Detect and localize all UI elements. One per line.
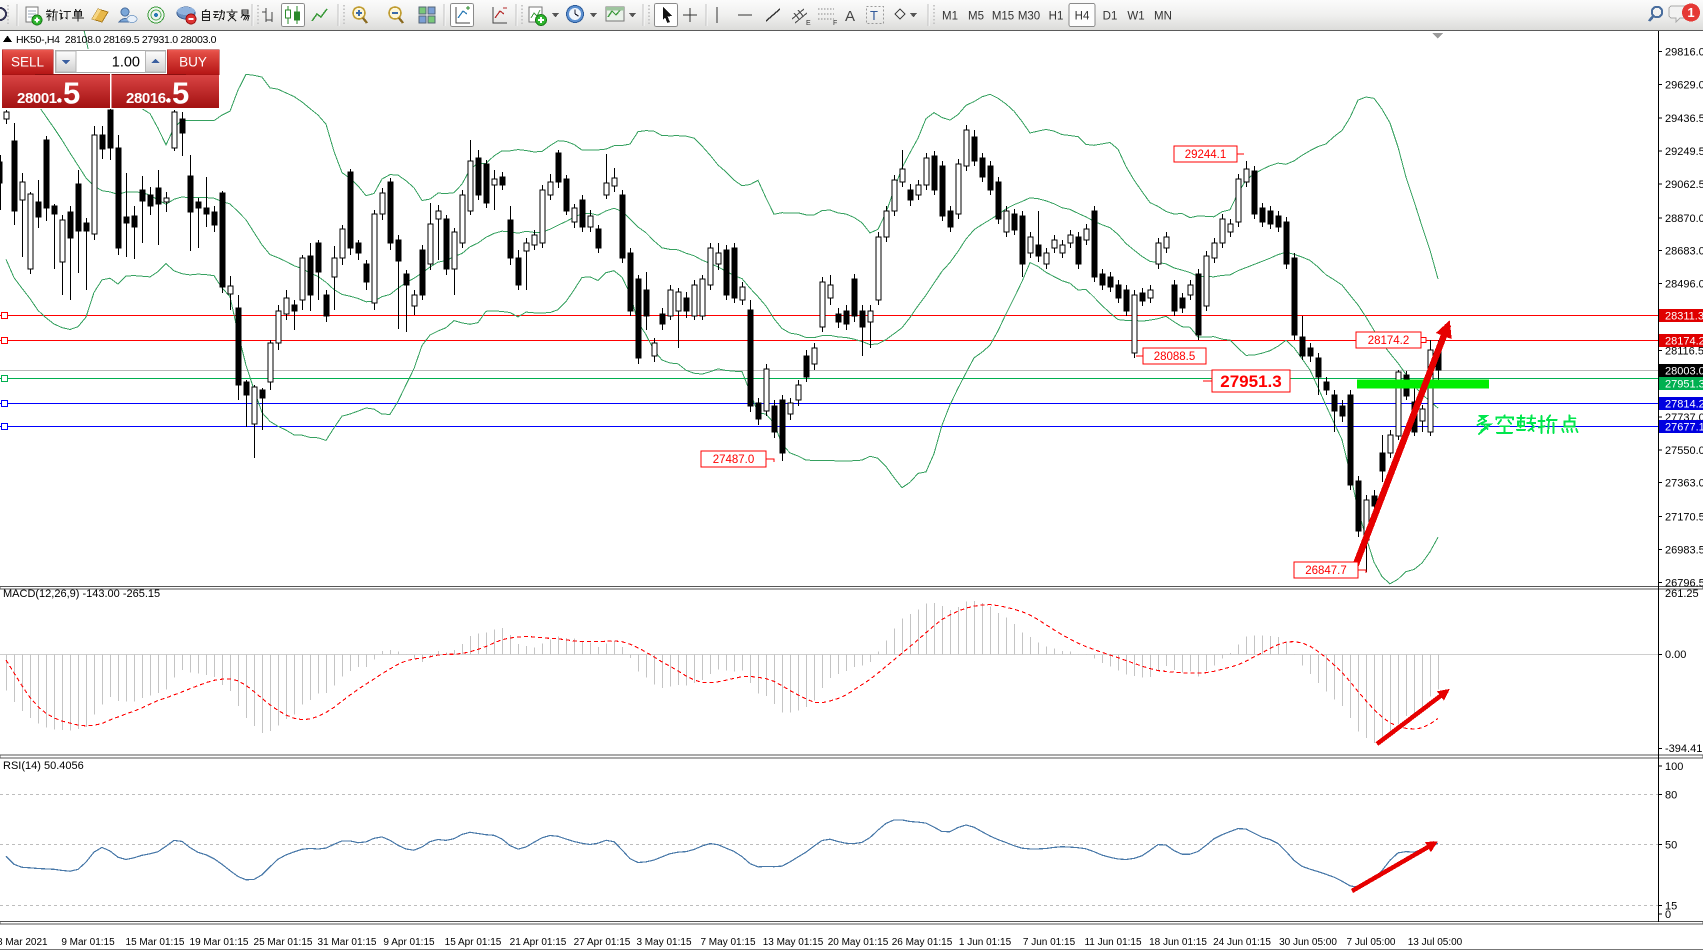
- svg-text:25 Mar 01:15: 25 Mar 01:15: [254, 937, 313, 948]
- svg-text:M15: M15: [992, 11, 1014, 23]
- svg-text:M1: M1: [942, 11, 958, 23]
- svg-text:261.25: 261.25: [1665, 588, 1699, 600]
- svg-text:27951.3: 27951.3: [1665, 379, 1703, 391]
- svg-text:26983.5: 26983.5: [1665, 544, 1703, 556]
- svg-text:27951.3: 27951.3: [1220, 372, 1281, 391]
- svg-text:HK50-,H4 28108.0 28169.5 2793: HK50-,H4 28108.0 28169.5 27931.0 28003.0: [16, 34, 217, 46]
- svg-text:29436.5: 29436.5: [1665, 113, 1703, 125]
- svg-text:1 Jun 01:15: 1 Jun 01:15: [959, 937, 1012, 948]
- svg-text:F: F: [833, 20, 837, 27]
- svg-text:26 May 01:15: 26 May 01:15: [892, 937, 953, 948]
- svg-text:7 Jun 01:15: 7 Jun 01:15: [1023, 937, 1076, 948]
- svg-text:0: 0: [1665, 909, 1671, 921]
- svg-text:M5: M5: [968, 11, 984, 23]
- svg-text:29816.0: 29816.0: [1665, 47, 1703, 59]
- svg-text:3 May 01:15: 3 May 01:15: [636, 937, 691, 948]
- svg-text:19 Mar 01:15: 19 Mar 01:15: [190, 937, 249, 948]
- svg-text:8 Mar 2021: 8 Mar 2021: [0, 937, 48, 948]
- svg-text:9 Mar 01:15: 9 Mar 01:15: [61, 937, 115, 948]
- svg-text:15: 15: [1665, 901, 1677, 913]
- svg-text:13 May 01:15: 13 May 01:15: [763, 937, 824, 948]
- svg-text:M30: M30: [1018, 11, 1040, 23]
- svg-text:29244.1: 29244.1: [1185, 149, 1227, 161]
- svg-text:26796.5: 26796.5: [1665, 577, 1703, 589]
- svg-text:7 Jul 05:00: 7 Jul 05:00: [1347, 937, 1396, 948]
- svg-text:27 Apr 01:15: 27 Apr 01:15: [574, 937, 631, 948]
- svg-text:27677.1: 27677.1: [1665, 422, 1703, 434]
- svg-text:MN: MN: [1154, 11, 1172, 23]
- svg-text:80: 80: [1665, 789, 1677, 801]
- svg-text:27363.0: 27363.0: [1665, 478, 1703, 490]
- svg-text:26847.7: 26847.7: [1305, 565, 1347, 577]
- svg-text:18 Jun 01:15: 18 Jun 01:15: [1149, 937, 1207, 948]
- svg-text:21 Apr 01:15: 21 Apr 01:15: [510, 937, 567, 948]
- svg-text:20 May 01:15: 20 May 01:15: [828, 937, 889, 948]
- svg-text:27487.0: 27487.0: [713, 454, 755, 466]
- svg-text:29062.5: 29062.5: [1665, 179, 1703, 191]
- svg-text:28088.5: 28088.5: [1154, 351, 1196, 363]
- svg-text:50: 50: [1665, 839, 1677, 851]
- svg-text:28003.0: 28003.0: [1665, 366, 1703, 378]
- svg-text:28870.0: 28870.0: [1665, 213, 1703, 225]
- svg-text:24 Jun 01:15: 24 Jun 01:15: [1213, 937, 1271, 948]
- svg-text:100: 100: [1665, 761, 1683, 773]
- svg-text:H1: H1: [1049, 11, 1064, 23]
- svg-text:BUY: BUY: [179, 55, 207, 70]
- svg-text:SELL: SELL: [11, 55, 45, 70]
- svg-text:31 Mar 01:15: 31 Mar 01:15: [318, 937, 377, 948]
- svg-text:11 Jun 01:15: 11 Jun 01:15: [1084, 937, 1142, 948]
- svg-text:RSI(14) 50.4056: RSI(14) 50.4056: [3, 760, 84, 772]
- svg-text:7 May 01:15: 7 May 01:15: [700, 937, 755, 948]
- svg-text:1: 1: [1687, 5, 1694, 20]
- svg-text:28016: 28016: [126, 90, 166, 107]
- svg-text:15 Apr 01:15: 15 Apr 01:15: [445, 937, 502, 948]
- svg-text:0.00: 0.00: [1665, 649, 1686, 661]
- svg-text:H4: H4: [1075, 11, 1090, 23]
- svg-text:15 Mar 01:15: 15 Mar 01:15: [126, 937, 185, 948]
- svg-text:9 Apr 01:15: 9 Apr 01:15: [383, 937, 435, 948]
- svg-text:28311.3: 28311.3: [1665, 311, 1703, 323]
- svg-text:D1: D1: [1103, 11, 1118, 23]
- svg-text:27550.0: 27550.0: [1665, 445, 1703, 457]
- svg-text:MACD(12,26,9) -143.00 -265.15: MACD(12,26,9) -143.00 -265.15: [3, 588, 160, 600]
- svg-text:28496.0: 28496.0: [1665, 279, 1703, 291]
- svg-text:28683.0: 28683.0: [1665, 246, 1703, 258]
- svg-text:30 Jun 05:00: 30 Jun 05:00: [1279, 937, 1337, 948]
- svg-text:28001: 28001: [17, 90, 57, 107]
- svg-text:5: 5: [172, 76, 189, 111]
- svg-text:28174.2: 28174.2: [1665, 336, 1703, 348]
- svg-text:28116.5: 28116.5: [1665, 345, 1703, 357]
- svg-text:5: 5: [63, 76, 80, 111]
- svg-text:29629.0: 29629.0: [1665, 79, 1703, 91]
- svg-text:28174.2: 28174.2: [1368, 335, 1410, 347]
- svg-text:W1: W1: [1127, 11, 1144, 23]
- svg-text:27170.5: 27170.5: [1665, 512, 1703, 524]
- svg-text:27814.2: 27814.2: [1665, 399, 1703, 411]
- svg-text:13 Jul 05:00: 13 Jul 05:00: [1408, 937, 1463, 948]
- svg-text:-394.41: -394.41: [1665, 743, 1702, 755]
- svg-text:29249.5: 29249.5: [1665, 146, 1703, 158]
- svg-text:1.00: 1.00: [112, 55, 140, 71]
- svg-text:A: A: [845, 8, 855, 25]
- svg-text:T: T: [870, 8, 878, 23]
- svg-text:E: E: [806, 20, 811, 27]
